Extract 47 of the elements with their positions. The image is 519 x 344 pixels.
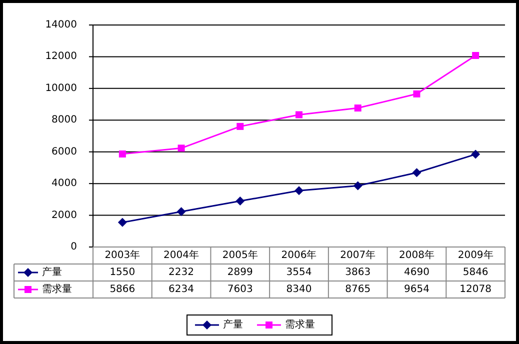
- x-tick-label: 2003年: [104, 249, 140, 261]
- data-label: 9654: [404, 284, 430, 295]
- x-tick-label: 2006年: [281, 249, 317, 261]
- data-label: 4690: [404, 267, 430, 278]
- data-label: 12078: [460, 284, 492, 295]
- y-tick-label: 8000: [52, 114, 77, 126]
- point: [472, 52, 480, 59]
- data-label: 6234: [168, 284, 194, 295]
- data-label: 2899: [227, 267, 253, 278]
- y-tick-label: 10000: [45, 82, 77, 94]
- point: [413, 90, 420, 98]
- data-label: 3554: [286, 267, 312, 278]
- y-tick-label: 12000: [45, 51, 77, 62]
- data-label: 3863: [345, 267, 371, 278]
- point: [178, 144, 185, 152]
- text: 产量: [223, 320, 243, 330]
- data-label: 5846: [462, 267, 488, 278]
- y-tick-label: 2000: [52, 210, 77, 221]
- point: [294, 186, 304, 196]
- legend-label: 需求量: [42, 283, 72, 295]
- point: [236, 122, 244, 130]
- point: [118, 150, 126, 158]
- x-tick-label: 2007年: [340, 249, 376, 261]
- x-tick-label: 2009年: [458, 249, 494, 261]
- point: [118, 218, 127, 227]
- point: [471, 150, 480, 159]
- y-tick-label: 14000: [45, 20, 77, 30]
- data-label: 8340: [286, 284, 312, 295]
- data-label: 1550: [110, 267, 136, 278]
- data-label: 5866: [110, 284, 136, 295]
- y-tick-label: 6000: [52, 146, 77, 158]
- point: [353, 181, 362, 190]
- point: [412, 168, 422, 178]
- point: [296, 111, 302, 118]
- data-label: 8765: [345, 284, 371, 295]
- y-tick-label: 4000: [52, 178, 77, 190]
- x-tick-label: 2005年: [222, 249, 258, 261]
- x-tick-label: 2004年: [164, 249, 200, 261]
- text: 需求量: [285, 320, 315, 330]
- x-tick-label: 2008年: [398, 249, 434, 261]
- data-label: 2232: [168, 267, 194, 278]
- point: [176, 207, 186, 216]
- y-tick-label: 0: [70, 242, 77, 252]
- point: [236, 196, 245, 206]
- point: [354, 104, 362, 112]
- data-label: 7603: [227, 284, 253, 295]
- legend-label: 产量: [42, 266, 62, 278]
